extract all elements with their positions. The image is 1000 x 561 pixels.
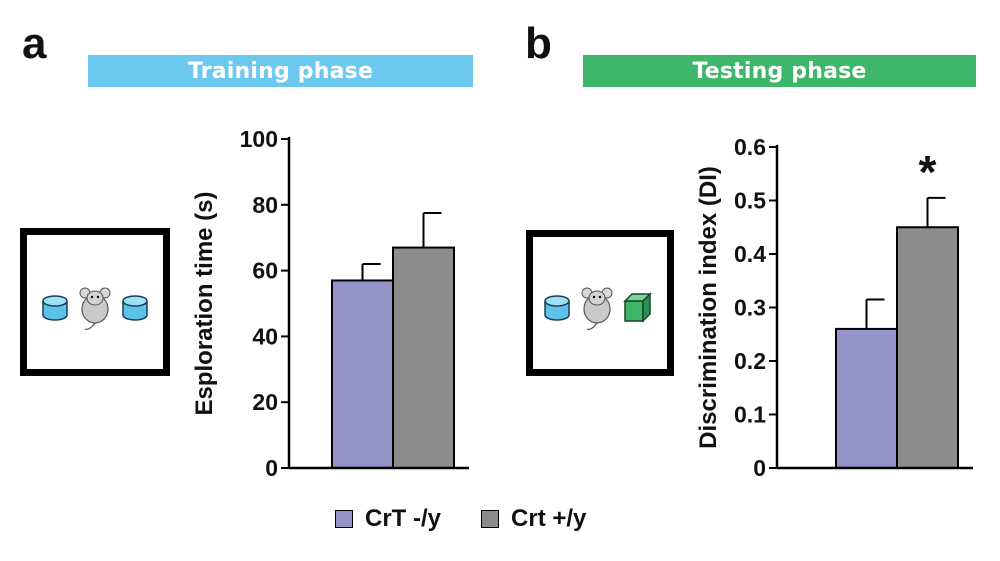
y-axis-label: Discrimination index (DI): [695, 166, 722, 449]
y-axis-label: Esploration time (s): [191, 191, 218, 415]
panel-b-letter: b: [525, 19, 552, 68]
chart-exploration-time: 0 20 40 60 80 100 Esploration time (s): [191, 126, 469, 481]
y-tick-label: 0.2: [734, 348, 766, 374]
y-tick-label: 80: [252, 192, 278, 218]
mouse-icon: [79, 287, 111, 330]
legend-item-crt-minus: CrT -/y: [335, 505, 441, 533]
y-tick-label: 60: [252, 258, 278, 284]
bar: [835, 327, 898, 469]
cylinder-object-icon: [544, 295, 570, 321]
y-tick-label: 0.5: [734, 188, 766, 214]
testing-arena: [526, 230, 674, 376]
legend-label: CrT -/y: [365, 505, 442, 532]
legend-swatch-crt-minus: [335, 510, 353, 528]
y-tick-label: 0.6: [734, 134, 766, 160]
significance-asterisk: *: [919, 146, 937, 198]
testing-phase-banner: Testing phase: [583, 55, 976, 87]
testing-arena-scene: [544, 287, 652, 330]
panel-a-letter: a: [22, 19, 47, 68]
y-tick-label: 0: [265, 455, 278, 481]
y-tick-label: 40: [252, 323, 278, 349]
y-tick-label: 0: [753, 455, 766, 481]
y-tick-label: 100: [240, 126, 278, 152]
training-arena-scene: [42, 287, 148, 330]
bar: [392, 246, 455, 469]
y-tick-label: 0.4: [734, 241, 766, 267]
legend-item-crt-plus: Crt +/y: [481, 505, 586, 533]
bar: [331, 279, 394, 469]
training-arena: [20, 228, 170, 376]
chart-discrimination-index: 0 0.1 0.2 0.3 0.4 0.5 0.6 Discrimination index …: [695, 134, 973, 481]
cylinder-object-icon: [42, 295, 68, 321]
mouse-icon: [581, 287, 613, 330]
cube-object-icon: [623, 292, 652, 323]
bar: [896, 226, 959, 469]
y-tick-label: 0.1: [734, 402, 766, 428]
legend: CrT -/y Crt +/y: [335, 505, 626, 533]
legend-label: Crt +/y: [511, 505, 587, 532]
training-phase-banner: Training phase: [88, 55, 473, 87]
cylinder-object-icon: [122, 295, 148, 321]
y-tick-label: 20: [252, 389, 278, 415]
legend-swatch-crt-plus: [481, 510, 500, 528]
y-tick-label: 0.3: [734, 295, 766, 321]
